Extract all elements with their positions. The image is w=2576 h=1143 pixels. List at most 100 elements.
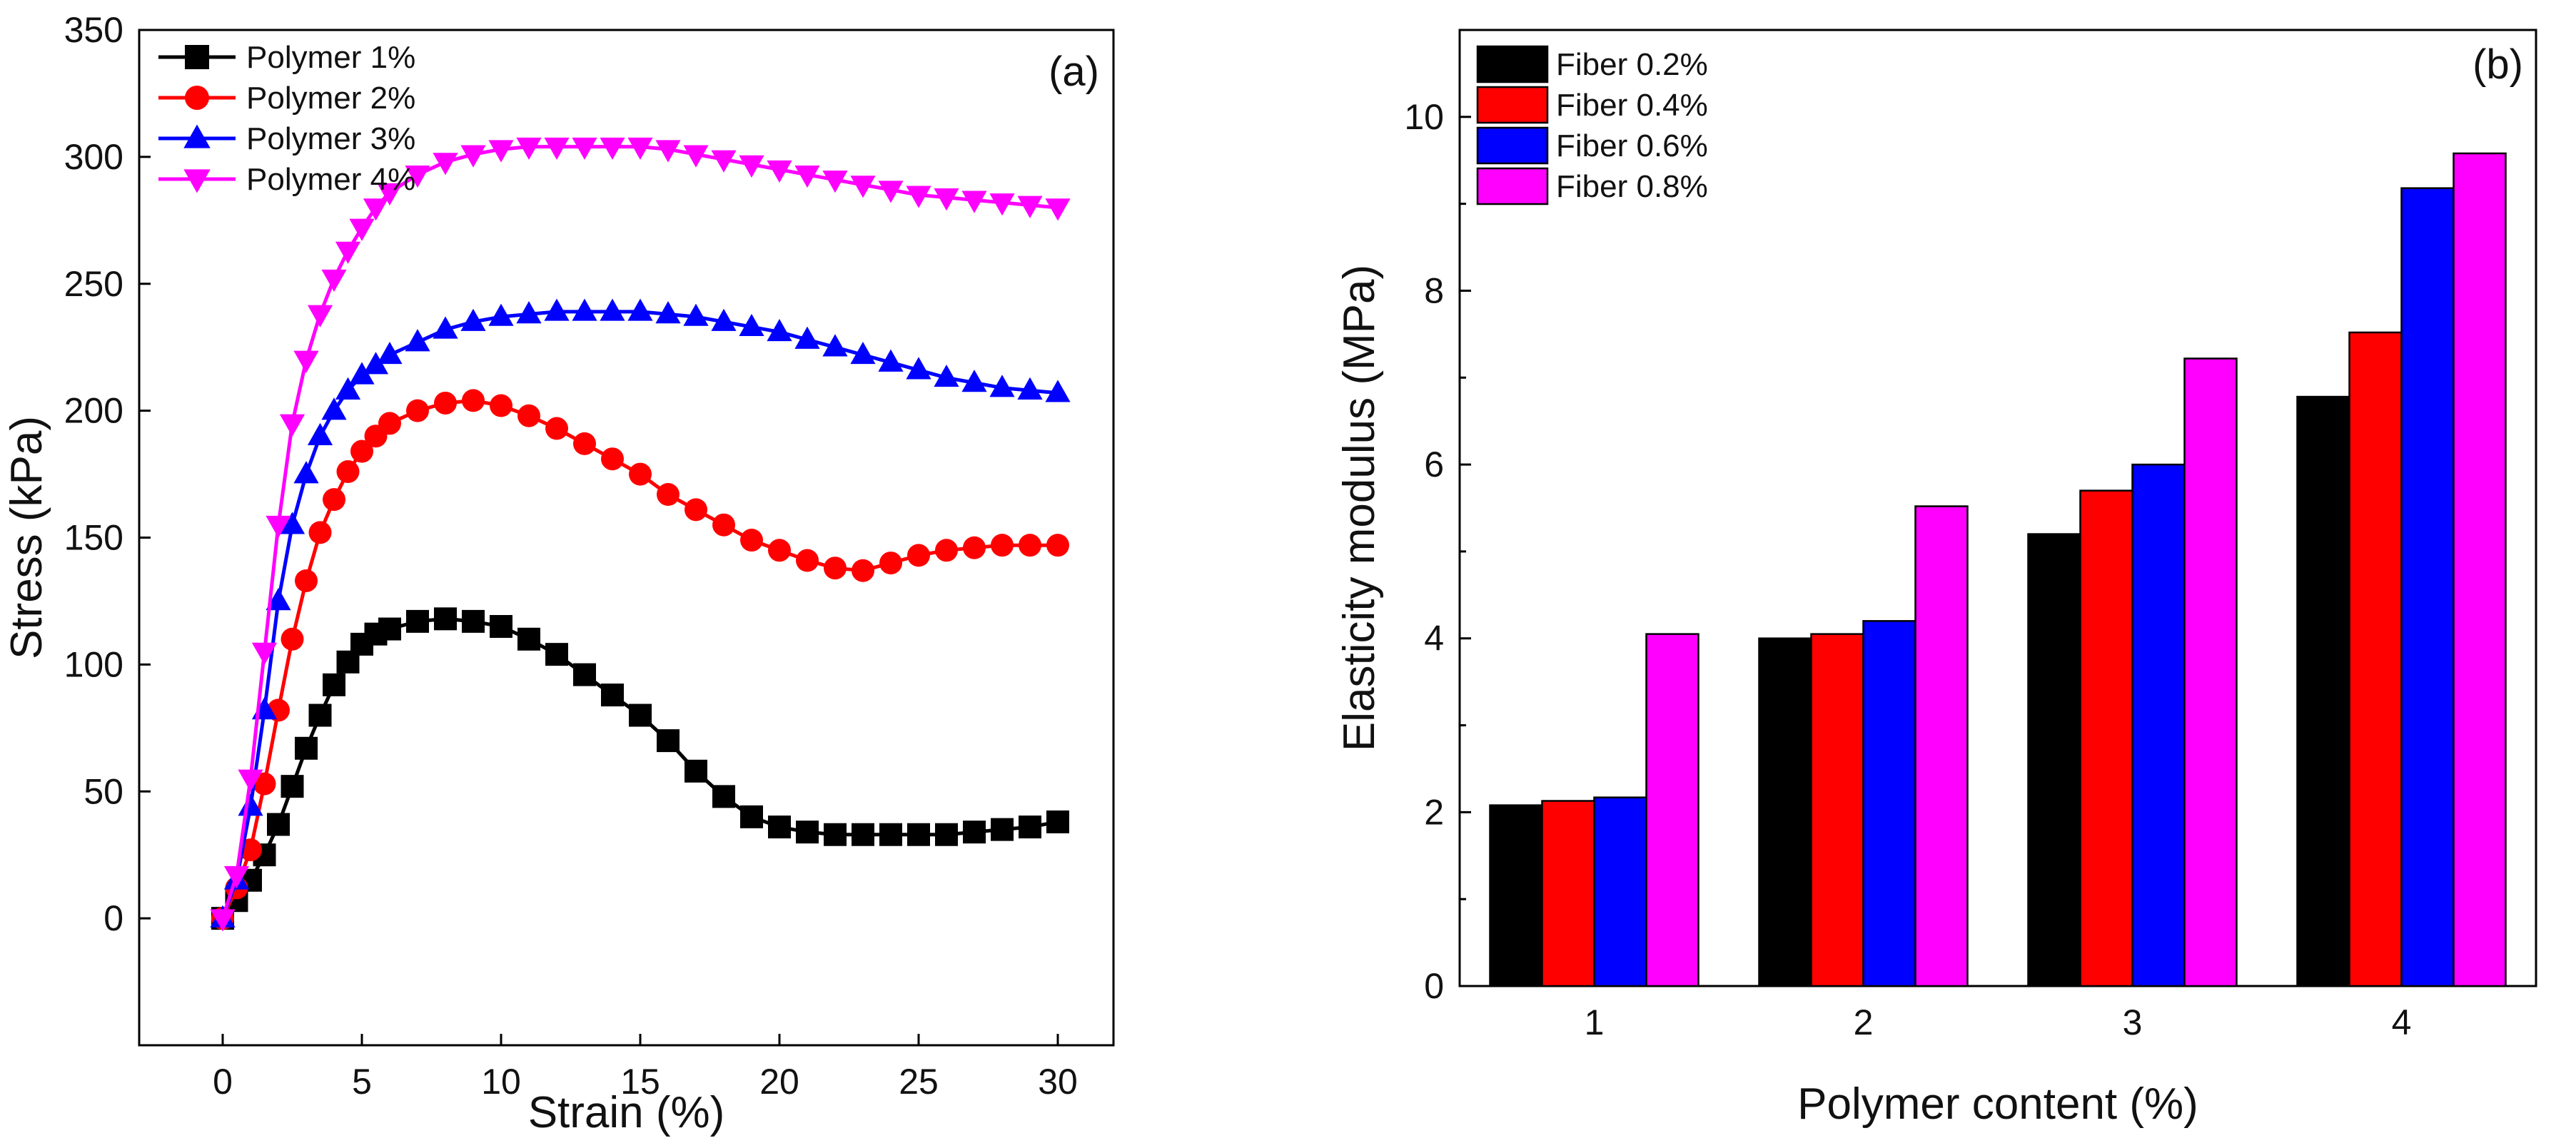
data-point-polymer-1-31 bbox=[907, 823, 930, 846]
data-point-polymer-4-28 bbox=[822, 171, 848, 193]
y-tick-label-0: 0 bbox=[103, 898, 123, 938]
x-axis-title-b: Polymer content (%) bbox=[1797, 1080, 2198, 1129]
legend-swatch-fiber-0-8 bbox=[1476, 167, 1549, 205]
data-point-polymer-1-4 bbox=[267, 813, 290, 836]
data-point-polymer-3-35 bbox=[1017, 377, 1043, 400]
panel-label-a: (a) bbox=[1049, 49, 1099, 95]
data-point-polymer-2-14 bbox=[434, 391, 457, 415]
data-point-polymer-4-21 bbox=[627, 137, 653, 161]
x-tick-label-b-1: 1 bbox=[1585, 1002, 1605, 1042]
y-tick-label-100: 100 bbox=[64, 644, 123, 684]
legend-label-fiber-0-4: Fiber 0.4% bbox=[1556, 88, 1708, 123]
data-point-polymer-4-12 bbox=[377, 183, 403, 206]
data-point-polymer-3-28 bbox=[822, 334, 848, 357]
data-point-polymer-2-10 bbox=[350, 440, 373, 463]
x-tick-label-b-4: 4 bbox=[2392, 1002, 2412, 1042]
bar-fiber-0-8-2 bbox=[1914, 505, 1969, 987]
data-point-polymer-4-7 bbox=[307, 305, 333, 327]
y-tick-label-b-4: 4 bbox=[1424, 619, 1444, 659]
data-point-polymer-2-23 bbox=[685, 498, 707, 522]
data-point-polymer-4-8 bbox=[321, 269, 347, 293]
x-tick-label-30: 30 bbox=[1038, 1062, 1078, 1102]
data-point-polymer-3-18 bbox=[544, 298, 570, 321]
x-tick-label-b-2: 2 bbox=[1854, 1002, 1874, 1042]
data-point-polymer-4-17 bbox=[516, 137, 542, 161]
legend-label-polymer-2: Polymer 2% bbox=[246, 81, 415, 116]
data-point-polymer-3-32 bbox=[934, 364, 959, 387]
legend-a: Polymer 1% Polymer 2% Polymer 3% Polymer 4% bbox=[158, 40, 415, 197]
data-point-polymer-2-21 bbox=[629, 462, 652, 486]
data-point-polymer-4-9 bbox=[335, 241, 361, 264]
data-point-polymer-1-22 bbox=[657, 729, 680, 753]
y-tick-label-b-2: 2 bbox=[1424, 792, 1444, 832]
data-point-polymer-1-25 bbox=[740, 805, 763, 828]
data-point-polymer-2-33 bbox=[963, 536, 986, 559]
x-tick-label-b-3: 3 bbox=[2123, 1002, 2143, 1042]
data-point-polymer-4-34 bbox=[989, 193, 1015, 216]
series-polymer-3 bbox=[210, 298, 1071, 928]
legend-b: Fiber 0.2% Fiber 0.4% Fiber 0.6% Fiber 0.8% bbox=[1476, 45, 1708, 205]
data-point-polymer-2-20 bbox=[601, 447, 624, 471]
data-point-polymer-1-21 bbox=[629, 703, 652, 727]
legend-label-fiber-0-8: Fiber 0.8% bbox=[1556, 169, 1708, 204]
data-point-polymer-3-29 bbox=[850, 341, 876, 365]
y-tick-label-200: 200 bbox=[64, 391, 123, 431]
data-point-polymer-2-18 bbox=[545, 417, 568, 440]
data-point-polymer-3-6 bbox=[293, 461, 319, 484]
data-point-polymer-1-29 bbox=[852, 823, 874, 846]
data-point-polymer-3-7 bbox=[307, 422, 333, 445]
data-point-polymer-2-36 bbox=[1046, 534, 1069, 557]
data-point-polymer-3-14 bbox=[433, 316, 458, 339]
data-point-polymer-4-32 bbox=[934, 188, 959, 211]
data-point-polymer-3-17 bbox=[516, 301, 542, 324]
data-point-polymer-3-10 bbox=[349, 362, 375, 385]
data-point-polymer-4-22 bbox=[655, 140, 681, 163]
panel-a: 0 5 10 15 20 25 30050100150200250300350Strain … bbox=[2, 10, 1115, 1137]
data-point-polymer-3-22 bbox=[655, 301, 681, 324]
data-point-polymer-4-16 bbox=[488, 140, 514, 163]
data-point-polymer-4-36 bbox=[1045, 198, 1071, 221]
data-point-polymer-1-27 bbox=[796, 821, 819, 844]
data-point-polymer-2-25 bbox=[740, 529, 763, 552]
data-point-polymer-4-27 bbox=[794, 165, 820, 188]
data-point-polymer-1-34 bbox=[991, 818, 1014, 841]
data-point-polymer-1-23 bbox=[685, 759, 707, 783]
data-point-polymer-4-10 bbox=[349, 218, 375, 241]
data-point-polymer-4-11 bbox=[363, 198, 389, 221]
data-point-polymer-3-5 bbox=[279, 512, 305, 534]
data-point-polymer-4-24 bbox=[711, 150, 737, 173]
data-point-polymer-3-9 bbox=[335, 377, 361, 400]
data-point-polymer-1-32 bbox=[935, 823, 958, 846]
bar-fiber-0-6-3 bbox=[2131, 463, 2186, 987]
bar-fiber-0-4-4 bbox=[2348, 331, 2403, 987]
bar-fiber-0-8-1 bbox=[1645, 633, 1699, 987]
legend-marker-polymer-4 bbox=[183, 169, 211, 193]
series-polymer-4 bbox=[210, 137, 1071, 932]
data-point-polymer-1-36 bbox=[1046, 810, 1069, 833]
data-point-polymer-2-28 bbox=[824, 557, 847, 580]
series-line-polymer-3 bbox=[221, 310, 1059, 919]
data-point-polymer-4-13 bbox=[405, 165, 430, 188]
x-tick-label-10: 10 bbox=[481, 1062, 521, 1102]
data-point-polymer-3-13 bbox=[405, 329, 430, 352]
bar-fiber-0-6-1 bbox=[1593, 796, 1647, 987]
data-point-polymer-4-0 bbox=[210, 909, 236, 932]
data-point-polymer-2-3 bbox=[253, 772, 276, 796]
data-point-polymer-2-34 bbox=[991, 534, 1014, 557]
bar-fiber-0-8-4 bbox=[2453, 152, 2507, 987]
data-point-polymer-2-9 bbox=[336, 460, 360, 484]
bar-fiber-0-6-2 bbox=[1862, 620, 1916, 987]
data-point-polymer-2-7 bbox=[308, 521, 332, 544]
bar-fiber-0-2-3 bbox=[2027, 533, 2081, 987]
data-point-polymer-3-15 bbox=[460, 308, 486, 331]
data-point-polymer-3-34 bbox=[989, 375, 1015, 397]
bar-fiber-0-4-2 bbox=[1810, 633, 1864, 987]
bar-fiber-0-8-3 bbox=[2183, 357, 2238, 987]
legend-label-fiber-0-6: Fiber 0.6% bbox=[1556, 128, 1708, 163]
data-point-polymer-3-30 bbox=[878, 349, 904, 372]
data-point-polymer-1-6 bbox=[295, 736, 318, 760]
data-point-polymer-1-33 bbox=[963, 821, 986, 844]
y-tick-label-b-6: 6 bbox=[1424, 444, 1444, 484]
data-point-polymer-1-14 bbox=[434, 607, 457, 631]
data-point-polymer-4-31 bbox=[906, 186, 931, 208]
